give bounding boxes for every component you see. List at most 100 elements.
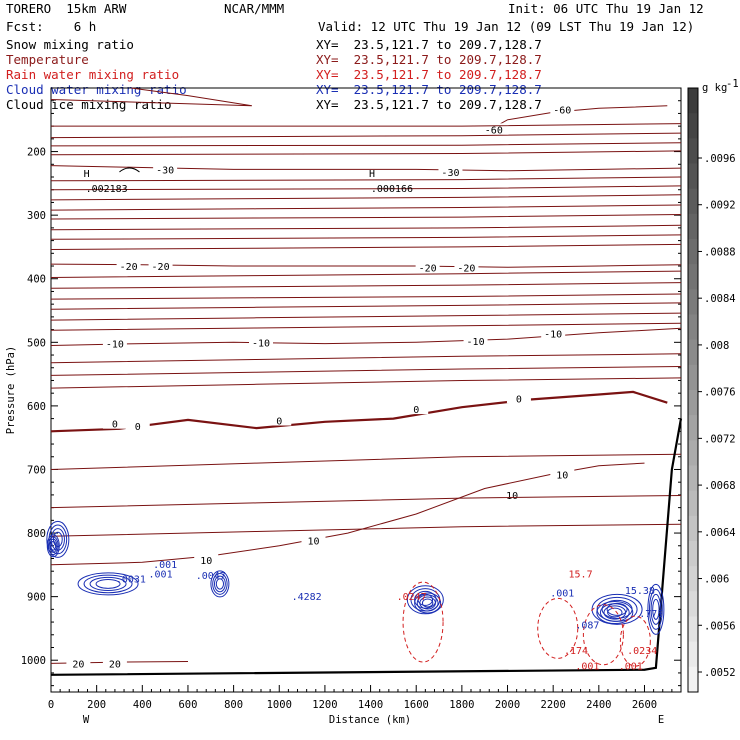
temperature-isotherm: [50, 214, 682, 220]
temperature-contour: [50, 462, 645, 566]
contour-label-bg: [438, 165, 463, 177]
temperature-isotherm: [50, 132, 682, 139]
colorbar-tick-label: .0092: [704, 200, 736, 212]
rain-water-label: .001: [575, 662, 599, 673]
y-tick-label: 600: [27, 401, 46, 413]
contour-label-bg: [301, 534, 326, 546]
x-tick-label: 1000: [267, 699, 292, 711]
temperature-isotherm: [50, 322, 682, 331]
y-tick-label: 400: [27, 274, 46, 286]
cloud-water-contour: [95, 579, 121, 589]
cloud-water-contour: [591, 593, 643, 625]
legend-field-name: Rain water mixing ratio: [6, 67, 180, 82]
colorbar-tick-label: .006: [704, 574, 729, 586]
temperature-isotherm: [50, 194, 682, 201]
contour-label-bg: [500, 488, 525, 500]
temperature-contour-label: 10: [307, 537, 319, 548]
rain-water-label: .174: [564, 646, 588, 657]
contour-label-bg: [194, 553, 219, 565]
cloud-water-contour: [49, 538, 58, 553]
colorbar-tick-label: .0052: [704, 667, 736, 679]
cloud-water-contour: [650, 593, 662, 625]
temperature-contour-label: -20: [457, 263, 475, 274]
snow-max-marker: H: [84, 169, 90, 180]
temperature-contour: [50, 390, 668, 433]
terrain-line: [50, 418, 683, 676]
x-tick-label: 800: [224, 699, 243, 711]
legend-field-name: Cloud water mixing ratio: [6, 82, 187, 97]
contour-label-bg: [249, 336, 273, 348]
x-tick-label: 1800: [449, 699, 474, 711]
cloud-water-label: .775: [639, 609, 663, 620]
y-tick-label: 700: [27, 464, 46, 476]
contour-label-bg: [481, 123, 506, 135]
cloud-water-contour: [89, 576, 127, 592]
temperature-isotherm: [50, 523, 682, 537]
y-tick-label: 200: [27, 147, 46, 159]
contour-label-bg: [404, 403, 429, 415]
cloud-water-contour: [648, 588, 663, 630]
cloud-water-contour: [47, 536, 59, 556]
temperature-isotherm: [50, 353, 682, 364]
colorbar-step: [688, 415, 698, 441]
legend-field-name: Snow mixing ratio: [6, 37, 134, 52]
temperature-contour-label: -30: [156, 165, 174, 176]
contour-label-bg: [550, 103, 575, 115]
y-tick-label: 900: [27, 592, 46, 604]
colorbar-step: [688, 566, 698, 592]
temperature-contour-label: -60: [553, 106, 571, 117]
colorbar-step: [688, 666, 698, 693]
cloud-water-contour: [46, 534, 60, 558]
colorbar-step: [688, 213, 698, 240]
temperature-contour-label: 0: [516, 394, 522, 405]
colorbar-step: [688, 641, 698, 668]
rain-water-contour: [537, 597, 579, 659]
contour-label-bg: [550, 468, 575, 480]
temperature-contour-label: -20: [152, 262, 170, 273]
colorbar-step: [688, 264, 698, 290]
colorbar-step: [688, 163, 698, 190]
x-end-label-west: W: [83, 714, 90, 726]
temperature-contour-label: -10: [106, 340, 124, 351]
colorbar-tick-label: .008: [704, 340, 729, 352]
temperature-isotherm: [50, 293, 682, 300]
y-tick-label: 1000: [21, 655, 46, 667]
temperature-isotherm-top: [50, 87, 252, 107]
colorbar-tick-label: .0072: [704, 433, 736, 445]
cloud-water-contour: [603, 605, 627, 620]
rain-water-label: 15.7: [569, 570, 593, 581]
contour-label-bg: [541, 327, 566, 339]
snow-max-value: .002183: [86, 184, 128, 195]
rain-water-label: .001: [619, 662, 643, 673]
y-axis-label: Pressure (hPa): [5, 346, 17, 435]
temperature-isotherm: [50, 176, 682, 182]
cloud-water-contour: [215, 578, 225, 590]
colorbar-tick-label: .0084: [704, 293, 736, 305]
valid-time: Valid: 12 UTC Thu 19 Jan 12 (09 LST Thu …: [318, 19, 695, 34]
contour-label-bg: [454, 261, 479, 273]
colorbar-tick-label: .0064: [704, 527, 736, 539]
contour-label-bg: [506, 392, 531, 404]
rain-water-contour: [619, 615, 651, 667]
snow-max-marker: H: [369, 169, 375, 180]
cloud-water-label: .087: [575, 620, 599, 631]
contour-label-bg: [102, 417, 127, 429]
colorbar-tick-label: .0096: [704, 153, 736, 165]
rain-water-label: .0234: [627, 646, 657, 657]
temperature-contour: [50, 263, 682, 268]
rain-water-label: .0247: [397, 592, 427, 603]
plot-frame: [50, 87, 682, 693]
colorbar-step: [688, 88, 698, 114]
x-tick-label: 2400: [586, 699, 611, 711]
cloud-water-contour: [414, 590, 437, 609]
x-tick-label: 1600: [404, 699, 429, 711]
cloud-water-contour: [596, 601, 634, 625]
forecast-hour: Fcst: 6 h: [6, 19, 97, 34]
rain-water-contour: [402, 581, 444, 663]
temperature-isotherm: [50, 142, 682, 147]
contour-label-bg: [415, 261, 440, 273]
x-tick-label: 400: [133, 699, 152, 711]
snow-max-value: .000166: [371, 184, 413, 195]
cloud-water-label: .001: [550, 589, 574, 600]
temperature-isotherm: [50, 270, 682, 278]
